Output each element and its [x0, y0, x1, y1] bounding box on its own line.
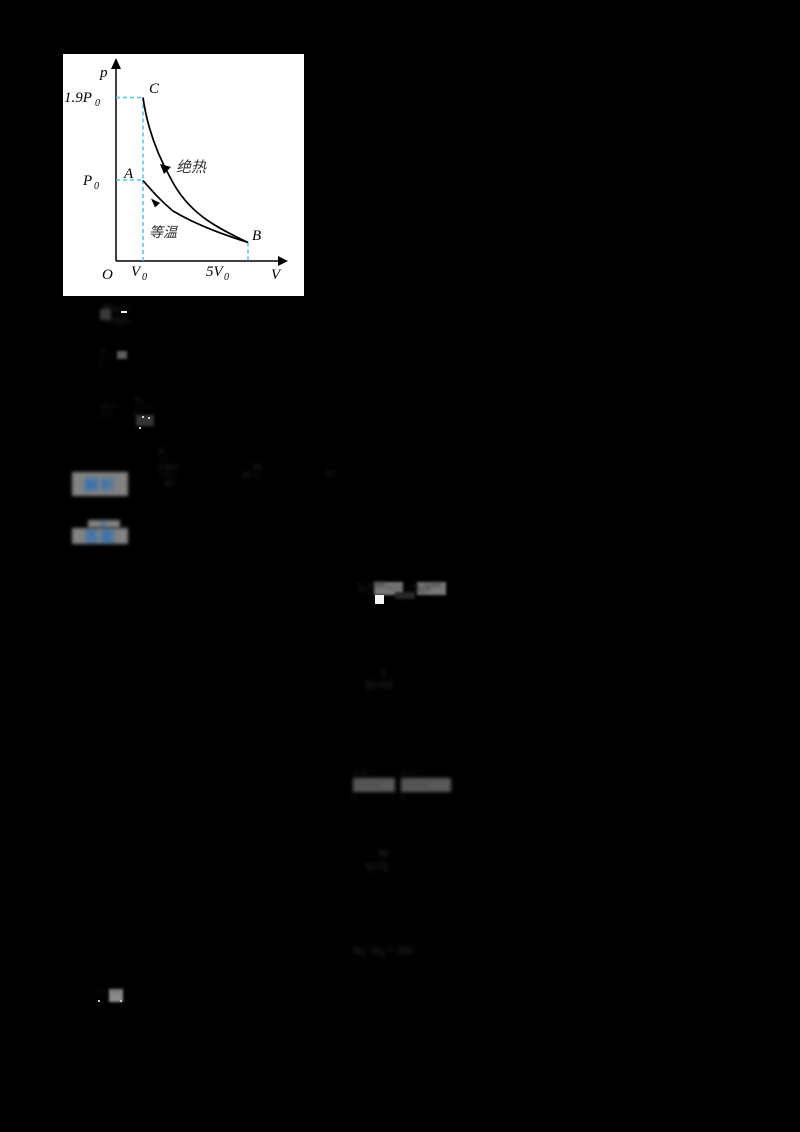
- svg-text:1.9P: 1.9P: [64, 90, 92, 106]
- svg-text:P: P: [82, 173, 92, 189]
- svg-text:5V: 5V: [206, 264, 225, 280]
- svg-text:A: A: [123, 166, 134, 182]
- svg-text:B: B: [252, 228, 261, 244]
- svg-text:0: 0: [95, 98, 100, 109]
- svg-text:等温: 等温: [149, 225, 178, 241]
- svg-text:V: V: [271, 267, 282, 283]
- svg-text:0: 0: [224, 272, 229, 283]
- svg-text:V: V: [131, 264, 142, 280]
- svg-text:C: C: [149, 81, 160, 97]
- svg-text:0: 0: [142, 272, 147, 283]
- svg-text:绝热: 绝热: [176, 159, 207, 176]
- svg-text:0: 0: [94, 181, 99, 192]
- svg-text:O: O: [102, 267, 113, 283]
- svg-text:p: p: [99, 65, 108, 81]
